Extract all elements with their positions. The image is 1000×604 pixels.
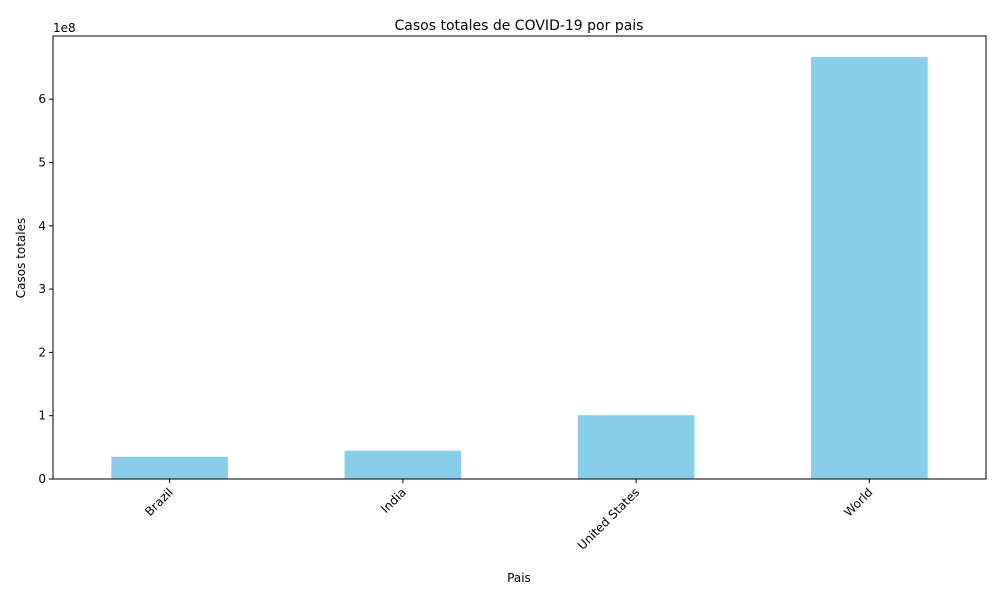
x-axis-label: Pais: [507, 571, 531, 585]
y-tick-label: 2: [38, 345, 46, 359]
x-tick-label: Brazil: [142, 485, 176, 519]
y-offset-text: 1e8: [53, 21, 76, 35]
bar-united-states: [577, 415, 695, 479]
bar-india: [344, 450, 462, 479]
x-tick-label: World: [841, 485, 875, 519]
y-tick-label: 0: [38, 472, 46, 486]
y-axis-label: Casos totales: [14, 218, 28, 298]
axes-frame: [52, 35, 987, 480]
x-ticks-group: Brazil India United States World: [142, 479, 875, 553]
bar-world: [811, 57, 928, 479]
axes-group: [52, 35, 987, 480]
y-tick-label: 1: [38, 409, 46, 423]
y-ticks-group: 0 1 2 3 4 5 6: [38, 92, 53, 486]
bar-brazil: [111, 456, 228, 479]
x-tick-label: India: [378, 485, 409, 516]
y-tick-label: 6: [38, 92, 46, 106]
y-tick-label: 5: [38, 155, 46, 169]
chart-title: Casos totales de COVID-19 por pais: [395, 18, 644, 34]
y-tick-label: 4: [38, 219, 46, 233]
x-tick-label: United States: [575, 485, 642, 552]
bars-group: [111, 57, 928, 479]
y-tick-label: 3: [38, 282, 46, 296]
